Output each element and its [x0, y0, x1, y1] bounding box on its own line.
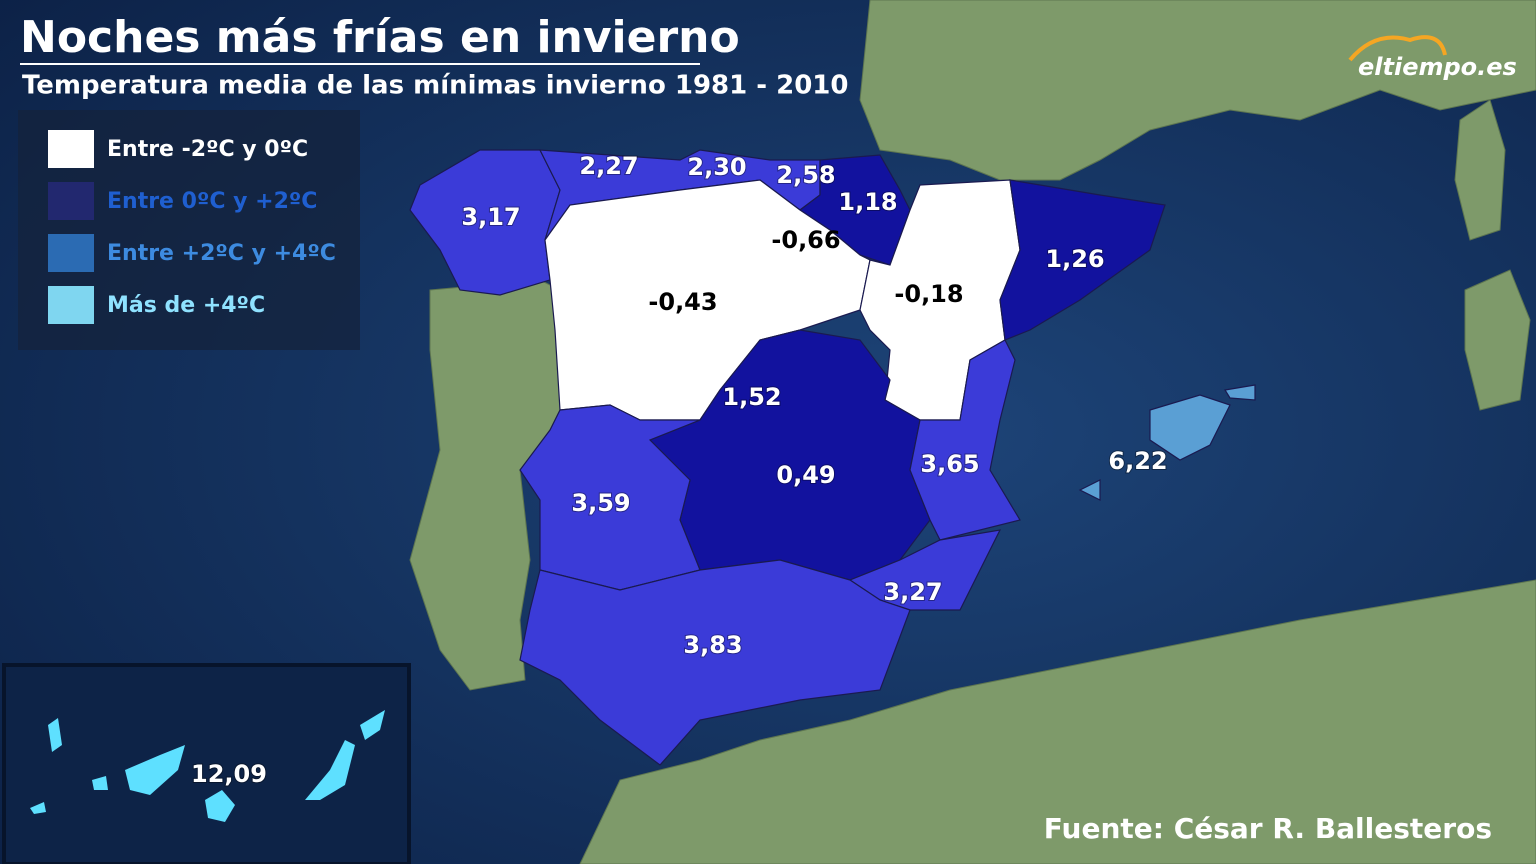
- logo: eltiempo.es: [1358, 53, 1517, 81]
- legend-swatch: [48, 130, 94, 168]
- region-value: 3,27: [883, 578, 942, 606]
- logo-swoosh: [1348, 35, 1447, 62]
- region-value: 3,59: [571, 489, 630, 517]
- region-value: 2,58: [776, 161, 835, 189]
- source: Fuente: César R. Ballesteros: [1044, 812, 1492, 845]
- legend-label: Más de +4ºC: [107, 293, 265, 318]
- legend-label: Entre -2ºC y 0ºC: [107, 137, 308, 162]
- region-value: -0,66: [771, 226, 840, 254]
- legend-label: Entre +2ºC y +4ºC: [107, 241, 336, 266]
- land: [409, 0, 1536, 864]
- region-value: 1,18: [838, 188, 897, 216]
- region-value: 2,27: [579, 152, 638, 180]
- canary-islands: [30, 710, 385, 822]
- regions: [409, 149, 1256, 766]
- region-value: -0,18: [894, 280, 963, 308]
- legend-swatch: [48, 182, 94, 220]
- region-labels: 3,17 2,27 2,30 2,581,18 -0,66 -0,43 -0,18 1,26 1…: [190, 151, 1169, 789]
- region-value: 2,30: [687, 153, 746, 181]
- region-value: 3,83: [683, 631, 742, 659]
- subtitle: Temperatura media de las mínimas inviern…: [22, 71, 848, 101]
- legend: Entre -2ºC y 0ºC Entre 0ºC y +2ºC Entre …: [48, 130, 336, 324]
- region-value: -0,43: [648, 288, 717, 316]
- region-value: 6,22: [1108, 447, 1167, 475]
- region-value: 1,52: [722, 383, 781, 411]
- legend-swatch: [48, 286, 94, 324]
- region-value: 1,26: [1045, 245, 1104, 273]
- region-value: 12,09: [191, 760, 267, 788]
- region-value: 3,65: [920, 450, 979, 478]
- region-value: 3,17: [461, 203, 520, 231]
- legend-label: Entre 0ºC y +2ºC: [107, 189, 317, 214]
- legend-swatch: [48, 234, 94, 272]
- region-value: 0,49: [776, 461, 835, 489]
- title: Noches más frías en invierno: [20, 12, 740, 63]
